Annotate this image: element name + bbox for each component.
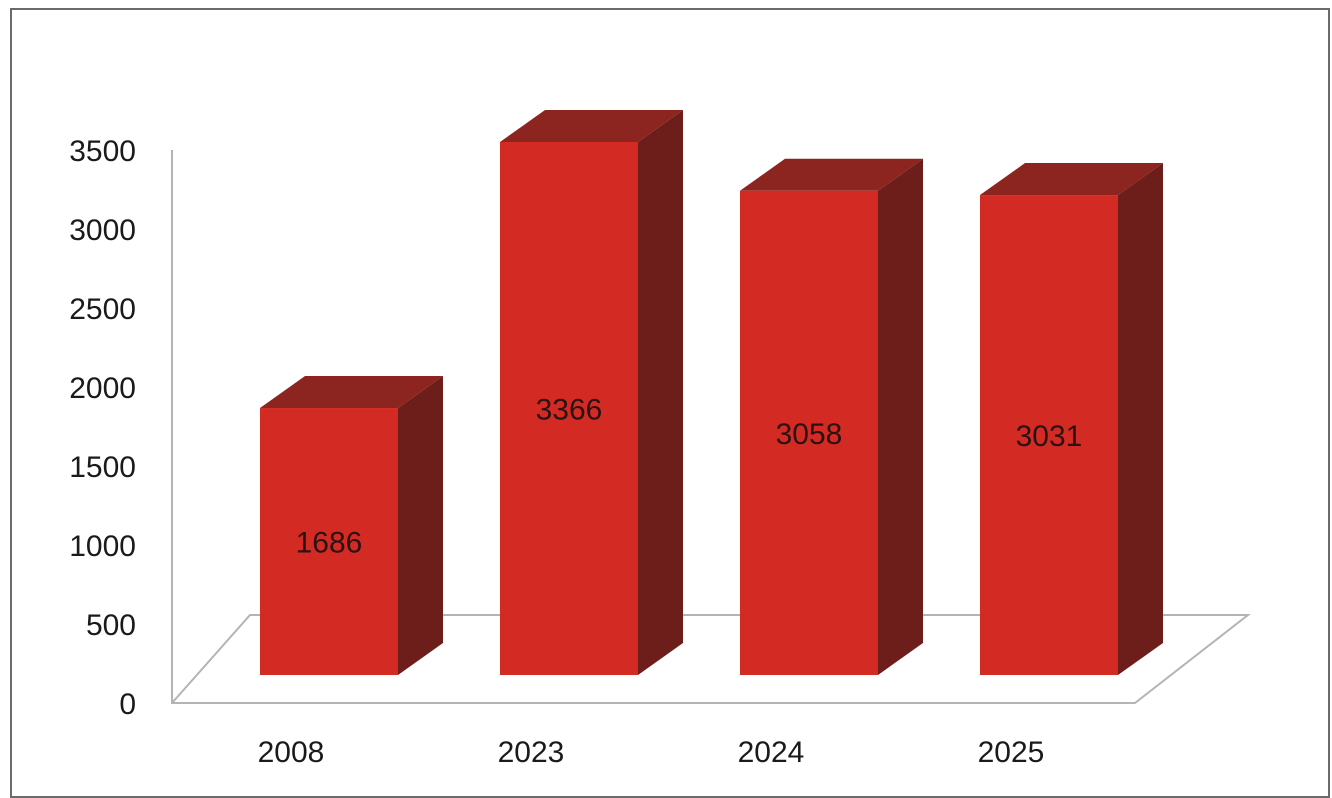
bar-top	[500, 110, 683, 142]
bar-front	[500, 142, 638, 675]
bar-2025	[980, 163, 1163, 676]
y-tick-label: 0	[119, 688, 136, 721]
x-tick-label: 2023	[498, 736, 565, 769]
y-tick-label: 2000	[69, 372, 136, 405]
bar-side	[1118, 163, 1163, 676]
x-axis-ticks: 2008 2023 2024 2025	[258, 736, 1045, 769]
data-label: 3031	[1016, 420, 1083, 453]
bar-front	[740, 190, 878, 675]
data-label: 1686	[296, 527, 363, 560]
y-tick-label: 500	[86, 609, 136, 642]
bar-side	[878, 158, 923, 675]
y-tick-label: 2500	[69, 293, 136, 326]
y-axis-ticks: 0 500 1000 1500 2000 2500 3000 3500	[69, 135, 136, 721]
y-tick-label: 1000	[69, 530, 136, 563]
bar-2023	[500, 110, 683, 675]
bar-top	[980, 163, 1163, 196]
data-label: 3058	[776, 418, 843, 451]
x-tick-label: 2025	[978, 736, 1045, 769]
floor-outline	[171, 150, 1251, 704]
bar-front	[260, 408, 398, 675]
x-tick-label: 2008	[258, 736, 325, 769]
y-tick-label: 1500	[69, 451, 136, 484]
y-tick-label: 3000	[69, 214, 136, 247]
data-labels: 1686 3366 3058 3031	[296, 394, 1083, 560]
chart-floor	[171, 150, 1251, 704]
bar-top	[260, 376, 443, 409]
bar-2008	[260, 376, 443, 675]
data-label: 3366	[536, 394, 603, 427]
bar-2024	[740, 158, 923, 675]
bar-side	[398, 376, 443, 675]
bar-top	[740, 158, 923, 191]
x-tick-label: 2024	[738, 736, 805, 769]
y-tick-label: 3500	[69, 135, 136, 168]
bar-front	[980, 195, 1118, 676]
bar-side	[638, 110, 683, 675]
bars	[260, 110, 1163, 676]
